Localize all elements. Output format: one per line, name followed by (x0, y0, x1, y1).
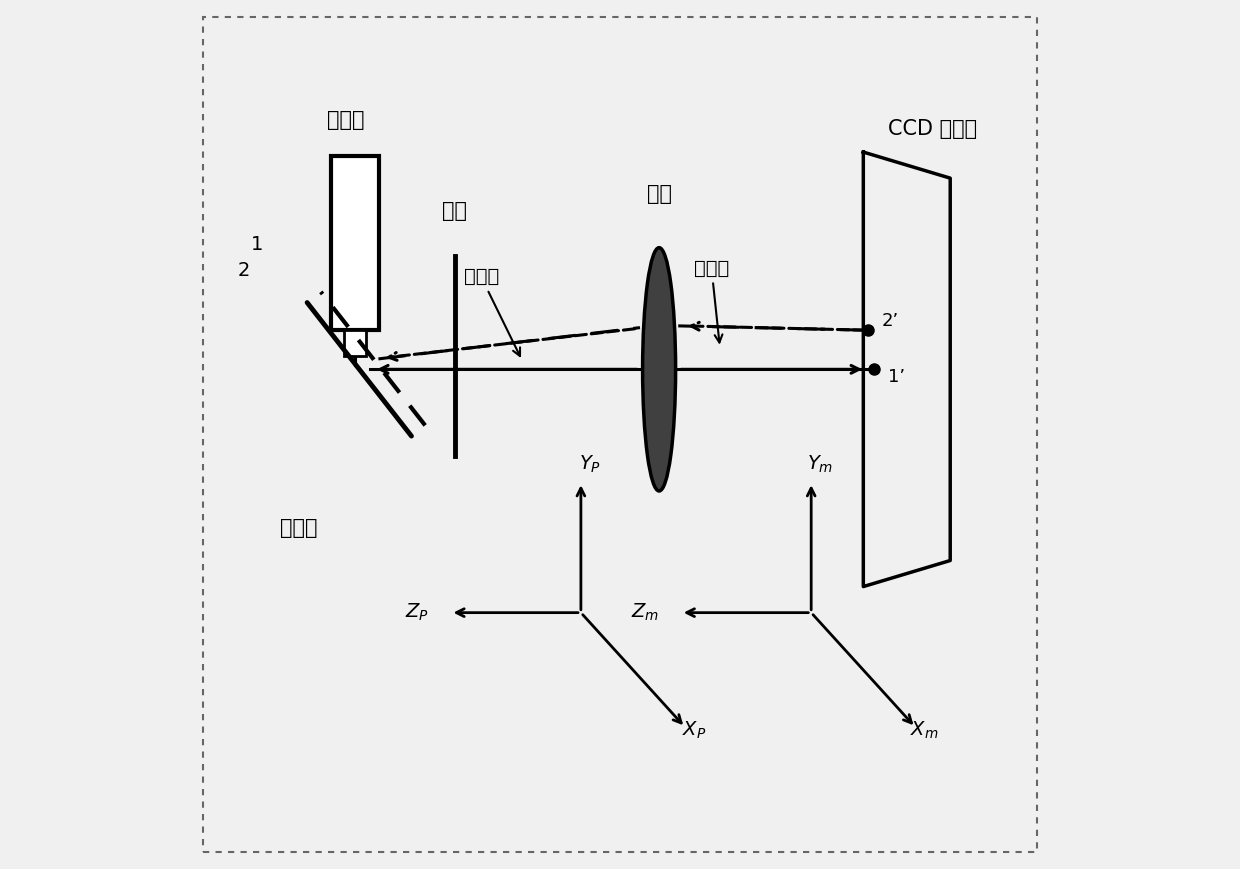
Text: 平面镜: 平面镜 (280, 519, 317, 539)
Text: 2: 2 (238, 262, 250, 281)
Text: $Z_P$: $Z_P$ (404, 602, 429, 623)
Text: $X_m$: $X_m$ (910, 720, 939, 741)
Bar (331, 156, 379, 330)
Text: $Y_m$: $Y_m$ (807, 454, 833, 474)
Text: 透镜: 透镜 (646, 184, 672, 204)
Text: $X_P$: $X_P$ (682, 720, 706, 741)
Text: 反射光: 反射光 (464, 268, 520, 356)
Text: 2’: 2’ (882, 312, 899, 330)
Text: 1’: 1’ (888, 368, 905, 387)
Text: $Y_P$: $Y_P$ (579, 454, 600, 474)
Text: CCD 感光面: CCD 感光面 (888, 119, 977, 139)
Bar (345, 330, 366, 356)
Text: $Z_m$: $Z_m$ (631, 602, 660, 623)
Text: 入射光: 入射光 (694, 259, 729, 342)
Text: 小孔: 小孔 (443, 202, 467, 222)
Ellipse shape (642, 248, 676, 491)
Text: 激光器: 激光器 (326, 110, 365, 130)
Text: 1: 1 (250, 235, 263, 255)
